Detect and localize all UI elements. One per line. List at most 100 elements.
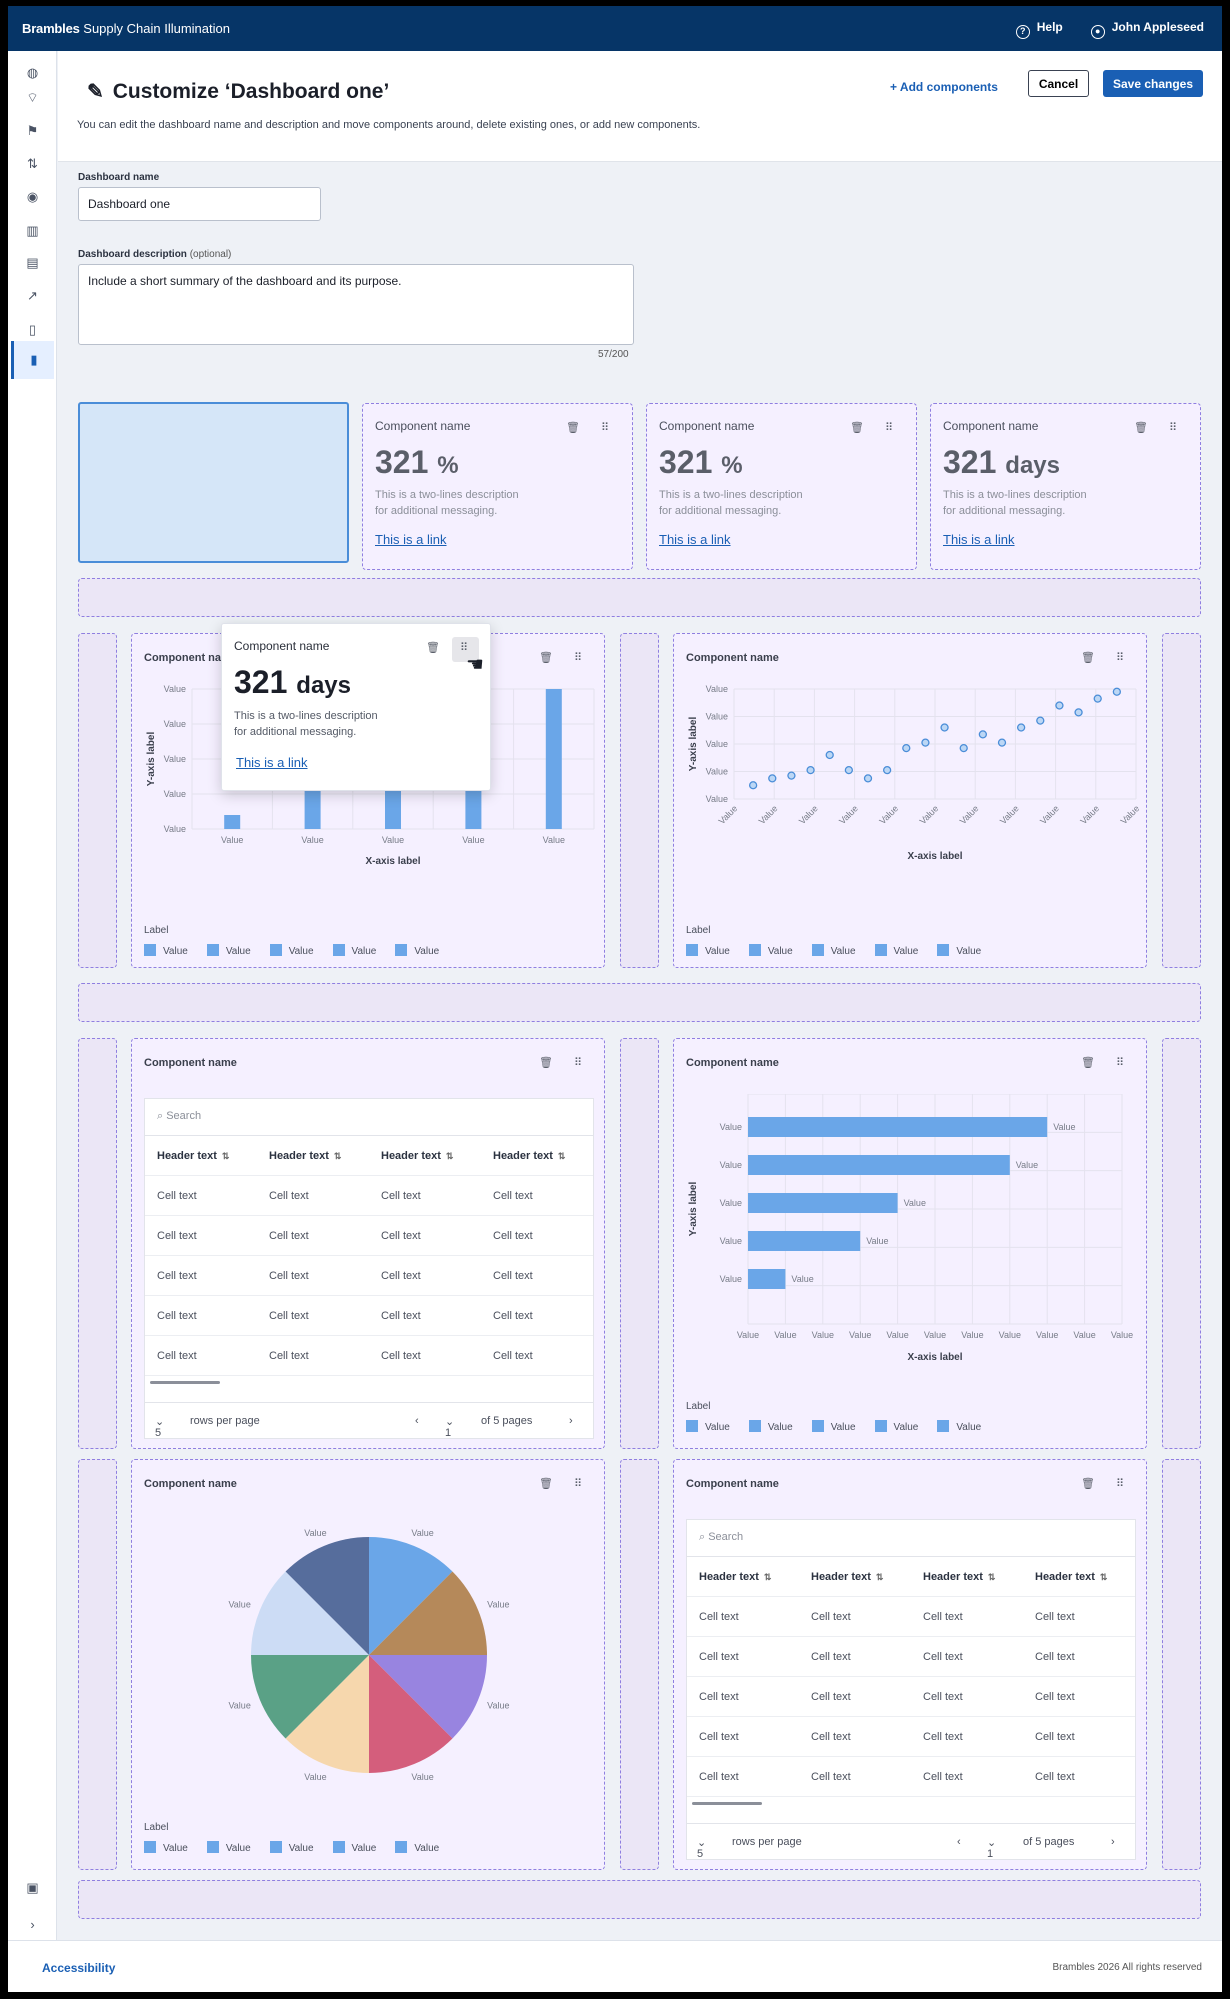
rows-per-page-select[interactable]: 5 ⌄ [697,1837,707,1860]
save-changes-button[interactable]: Save changes [1103,70,1203,97]
drag-handle-icon[interactable]: ⠿ [1116,652,1125,664]
dragged-kpi-card[interactable]: Component name 🗑 ⠿ ☚ 321 days This is a … [221,623,491,791]
pie-label: Value [304,1528,326,1538]
scatter-chart-card[interactable]: Component name 🗑 ⠿ Value Value Value Value V… [673,633,1147,968]
sort-icon[interactable]: ⇅ [221,1150,230,1161]
column-header[interactable]: Header text ⇅ [811,1570,884,1583]
kpi-link[interactable]: This is a link [236,755,308,770]
transfer-icon[interactable]: ⇅ [27,155,38,171]
table-card[interactable]: Component name 🗑 ⠿ ⌕ Search Header text ⇅… [131,1038,605,1449]
trash-icon[interactable]: 🗑 [1081,1057,1095,1069]
kpi-card[interactable]: Component name 🗑 ⠿ 321 % This is a two-l… [646,403,917,570]
dashboard-name-input[interactable] [78,187,321,221]
next-page-icon[interactable]: › [569,1415,573,1427]
kpi-card[interactable]: Component name 🗑 ⠿ 321 % This is a two-l… [362,403,633,570]
drag-handle-icon[interactable]: ⠿ [1169,422,1178,434]
pie-slice [251,1571,369,1655]
drag-handle-icon[interactable]: ⠿ [574,1478,583,1490]
drag-handle-icon[interactable]: ⠿ [1116,1478,1125,1490]
kpi-link[interactable]: This is a link [943,532,1015,547]
kpi-card[interactable]: Component name 🗑 ⠿ 321 days This is a tw… [930,403,1201,570]
drag-handle-icon[interactable]: ⠿ [574,1057,583,1069]
table-row[interactable]: Cell text Cell text Cell text Cell text [145,1176,593,1216]
accessibility-link[interactable]: Accessibility [42,1961,116,1975]
table-row[interactable]: Cell text Cell text Cell text Cell text [687,1717,1135,1757]
add-components-button[interactable]: + Add components [890,80,998,94]
table-cell: Cell text [1035,1730,1075,1743]
dashboard-icon[interactable]: ▮ [11,341,54,379]
drag-handle-icon[interactable]: ⠿ [885,422,894,434]
table-row[interactable]: Cell text Cell text Cell text Cell text [145,1296,593,1336]
user-menu[interactable]: ● John Appleseed [1090,20,1204,39]
horizontal-bar-chart-card[interactable]: Component name 🗑 ⠿ Value Value Value Value V… [673,1038,1147,1449]
clipboard-icon[interactable]: ▤ [26,254,39,270]
trash-icon[interactable]: 🗑 [539,652,553,664]
page-select[interactable]: 1 ⌄ [445,1416,455,1439]
drag-handle-icon[interactable]: ⠿ [460,642,469,654]
sort-icon[interactable]: ⇅ [445,1150,454,1161]
column-header[interactable]: Header text ⇅ [699,1570,772,1583]
trash-icon[interactable]: 🗑 [1081,1478,1095,1490]
column-header[interactable]: Header text ⇅ [269,1149,342,1162]
table-row[interactable]: Cell text Cell text Cell text Cell text [145,1256,593,1296]
table-cell: Cell text [493,1189,533,1202]
column-header[interactable]: Header text ⇅ [381,1149,454,1162]
brand-logo[interactable]: Brambles Supply Chain Illumination [22,21,230,36]
drag-handle-icon[interactable]: ⠿ [601,422,610,434]
previous-page-icon[interactable]: ‹ [957,1836,961,1848]
pallet-icon[interactable]: ▥ [26,222,39,238]
table-row[interactable]: Cell text Cell text Cell text Cell text [687,1597,1135,1637]
sort-icon[interactable]: ⇅ [1099,1571,1108,1582]
table-search-input[interactable]: ⌕ Search [687,1520,1135,1557]
compass-icon[interactable]: ◉ [26,188,39,204]
trash-icon[interactable]: 🗑 [850,422,864,434]
drop-zone [78,578,1201,617]
next-page-icon[interactable]: › [1111,1836,1115,1848]
drop-zone [78,1038,117,1449]
drag-handle-icon[interactable]: ⠿ [1116,1057,1125,1069]
column-header[interactable]: Header text ⇅ [923,1570,996,1583]
horizontal-scrollbar[interactable] [692,1802,762,1805]
signal-icon[interactable]: ⌔ [26,89,39,105]
trash-icon[interactable]: 🗑 [1134,422,1148,434]
kpi-link[interactable]: This is a link [659,532,731,547]
cancel-button[interactable]: Cancel [1028,70,1089,97]
document-icon[interactable]: ▯ [28,321,37,337]
trash-icon[interactable]: 🗑 [1081,652,1095,664]
help-link[interactable]: ? Help [1015,20,1063,39]
sort-icon[interactable]: ⇅ [875,1571,884,1582]
table-search-input[interactable]: ⌕ Search [145,1099,593,1136]
dashboard-description-input[interactable]: Include a short summary of the dashboard… [78,264,634,345]
table-row[interactable]: Cell text Cell text Cell text Cell text [687,1757,1135,1797]
rows-per-page-select[interactable]: 5 ⌄ [155,1416,165,1439]
sort-icon[interactable]: ⇅ [333,1150,342,1161]
page-select[interactable]: 1 ⌄ [987,1837,997,1860]
table-row[interactable]: Cell text Cell text Cell text Cell text [145,1336,593,1376]
horizontal-scrollbar[interactable] [150,1381,220,1384]
sort-icon[interactable]: ⇅ [987,1571,996,1582]
trash-icon[interactable]: 🗑 [539,1478,553,1490]
table-card[interactable]: Component name 🗑 ⠿ ⌕ Search Header text ⇅… [673,1459,1147,1870]
sort-icon[interactable]: ⇅ [763,1571,772,1582]
table-cell: Cell text [811,1650,851,1663]
trend-icon[interactable]: ↗ [27,287,38,303]
pie-chart-card[interactable]: Component name 🗑 ⠿ Value Value Value Value V… [131,1459,605,1870]
trash-icon[interactable]: 🗑 [566,422,580,434]
flag-icon[interactable]: ⚑ [26,122,39,138]
previous-page-icon[interactable]: ‹ [415,1415,419,1427]
table-row[interactable]: Cell text Cell text Cell text Cell text [145,1216,593,1256]
globe-icon[interactable]: ◍ [26,64,39,80]
trash-icon[interactable]: 🗑 [426,642,440,654]
table-row[interactable]: Cell text Cell text Cell text Cell text [687,1677,1135,1717]
report-icon[interactable]: ▣ [26,1879,39,1895]
column-header[interactable]: Header text ⇅ [157,1149,230,1162]
column-header[interactable]: Header text ⇅ [493,1149,566,1162]
sort-icon[interactable]: ⇅ [557,1150,566,1161]
drop-zone [78,1459,117,1870]
drag-handle-icon[interactable]: ⠿ [574,652,583,664]
column-header[interactable]: Header text ⇅ [1035,1570,1108,1583]
table-row[interactable]: Cell text Cell text Cell text Cell text [687,1637,1135,1677]
kpi-link[interactable]: This is a link [375,532,447,547]
trash-icon[interactable]: 🗑 [539,1057,553,1069]
expand-chevron-icon[interactable]: › [30,1917,35,1932]
